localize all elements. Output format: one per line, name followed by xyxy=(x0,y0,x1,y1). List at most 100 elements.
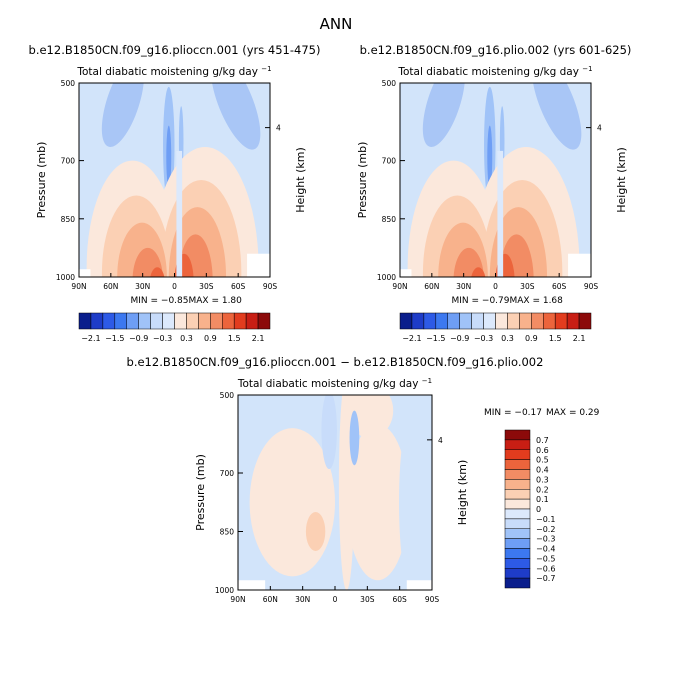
x-tick-label: 60N xyxy=(424,282,439,291)
y-tick-label: 500 xyxy=(382,79,397,88)
x-tick-label: 30N xyxy=(135,282,150,291)
colorbar-swatch xyxy=(186,312,199,330)
panel-1: b.e12.B1850CN.f09_g16.plio.002 (yrs 601-… xyxy=(356,43,632,343)
diff-negative-core xyxy=(349,410,360,466)
vertical-colorbar-label: −0.1 xyxy=(536,515,555,524)
diff-positive-core xyxy=(305,512,326,551)
vertical-colorbar-swatch xyxy=(504,479,531,490)
panel-0: b.e12.B1850CN.f09_g16.plioccn.001 (yrs 4… xyxy=(29,43,321,343)
diff-neutral-sh xyxy=(399,424,419,581)
colorbar-label: −0.9 xyxy=(129,334,148,343)
units-exponent: −1 xyxy=(261,65,271,73)
vertical-colorbar-swatch xyxy=(504,459,531,470)
colorbar-swatch xyxy=(138,312,151,330)
colorbar-swatch xyxy=(162,312,175,330)
colorbar-label: −2.1 xyxy=(81,334,100,343)
x-tick-label: 0 xyxy=(172,282,177,291)
colorbar-swatch xyxy=(471,312,484,330)
x-tick-label: 90N xyxy=(71,282,86,291)
vertical-colorbar-label: −0.2 xyxy=(536,525,555,534)
units-exponent: −1 xyxy=(422,377,432,385)
colorbar-label: −0.9 xyxy=(450,334,469,343)
vertical-colorbar-label: −0.7 xyxy=(536,574,555,583)
colorbar-label: −0.3 xyxy=(153,334,172,343)
y-axis-label: Pressure (mb) xyxy=(356,142,369,219)
colorbar-label: −1.5 xyxy=(105,334,124,343)
negative-region-sh xyxy=(531,83,582,150)
y-tick-label: 850 xyxy=(220,528,235,537)
y-tick-label: 1000 xyxy=(377,273,396,282)
panel-subtitle: Total diabatic moistening g/kg day −1 xyxy=(76,65,271,78)
vertical-colorbar-swatch xyxy=(504,528,531,539)
colorbar-swatch xyxy=(222,312,235,330)
colorbar-swatch xyxy=(495,312,508,330)
field-layer xyxy=(238,395,432,590)
colorbar-label: 0.9 xyxy=(525,334,538,343)
negative-region-sh xyxy=(210,83,261,150)
colorbar-label: 0.9 xyxy=(204,334,217,343)
vertical-colorbar-label: 0.1 xyxy=(536,495,549,504)
positive-lobe-9 xyxy=(150,267,165,277)
field-layer xyxy=(79,83,270,277)
right-tick-label: 4 xyxy=(597,124,602,133)
vertical-colorbar-swatch xyxy=(504,498,531,510)
vertical-colorbar-label: 0.5 xyxy=(536,456,549,465)
colorbar-swatch xyxy=(126,312,139,330)
x-tick-label: 90N xyxy=(230,595,245,604)
negative-region-nh xyxy=(422,83,466,147)
colorbar-swatch xyxy=(114,312,127,330)
panel-title: b.e12.B1850CN.f09_g16.plioccn.001 (yrs 4… xyxy=(29,43,321,57)
vertical-colorbar-label: −0.6 xyxy=(536,564,555,573)
right-axis-label: Height (km) xyxy=(615,147,628,213)
colorbar-swatch xyxy=(447,312,460,330)
colorbar-label: 1.5 xyxy=(228,334,241,343)
colorbar-label: −0.3 xyxy=(474,334,493,343)
vertical-colorbar-swatch xyxy=(504,439,531,450)
vertical-colorbar-label: −0.4 xyxy=(536,545,555,554)
positive-lobe-9 xyxy=(471,267,486,277)
x-tick-label: 90S xyxy=(425,595,440,604)
vertical-colorbar-label: 0.2 xyxy=(536,485,549,494)
field-layer xyxy=(400,83,591,277)
y-tick-label: 850 xyxy=(61,215,76,224)
x-tick-label: 90S xyxy=(263,282,278,291)
vertical-colorbar-swatch xyxy=(504,469,531,480)
max-value-label: MAX = 1.80 xyxy=(189,296,243,306)
min-value-label: MIN = −0.85 xyxy=(131,296,189,306)
colorbar-label: −2.1 xyxy=(402,334,421,343)
x-tick-label: 90S xyxy=(584,282,599,291)
y-tick-label: 1000 xyxy=(56,273,75,282)
diff-positive-eq xyxy=(338,395,355,590)
vertical-colorbar-label: 0.4 xyxy=(536,466,549,475)
right-tick-label: 4 xyxy=(276,124,281,133)
missing-data-patch xyxy=(406,580,432,590)
x-tick-label: 30S xyxy=(360,595,375,604)
negative-region-nh xyxy=(101,83,145,147)
vertical-colorbar-swatch xyxy=(504,429,531,441)
missing-data-patch-left xyxy=(400,269,412,277)
missing-data-patch-left xyxy=(238,580,266,590)
vertical-colorbar-swatch xyxy=(504,489,531,500)
vertical-colorbar-swatch xyxy=(504,558,531,569)
colorbar-swatch xyxy=(519,312,532,330)
right-axis-label: Height (km) xyxy=(456,460,469,526)
panel-title: b.e12.B1850CN.f09_g16.plio.002 (yrs 601-… xyxy=(360,43,632,57)
colorbar-swatch xyxy=(210,312,223,330)
colorbar-label: 1.5 xyxy=(549,334,562,343)
units-label: g/kg day xyxy=(370,378,422,390)
vertical-colorbar-label: 0.3 xyxy=(536,475,549,484)
x-tick-label: 60S xyxy=(552,282,567,291)
colorbar-swatch xyxy=(483,312,496,330)
colorbar-swatch xyxy=(411,312,425,330)
colorbar-swatch xyxy=(150,312,163,330)
vertical-colorbar-swatch xyxy=(504,577,531,589)
colorbar-swatch xyxy=(233,312,247,330)
vertical-colorbar-swatch xyxy=(504,548,531,559)
colorbar-label: 0.3 xyxy=(180,334,193,343)
panel-subtitle: Total diabatic moistening g/kg day −1 xyxy=(237,377,432,390)
x-tick-label: 30S xyxy=(520,282,535,291)
y-tick-label: 500 xyxy=(61,79,76,88)
missing-data-patch xyxy=(247,253,270,277)
y-tick-label: 850 xyxy=(382,215,397,224)
